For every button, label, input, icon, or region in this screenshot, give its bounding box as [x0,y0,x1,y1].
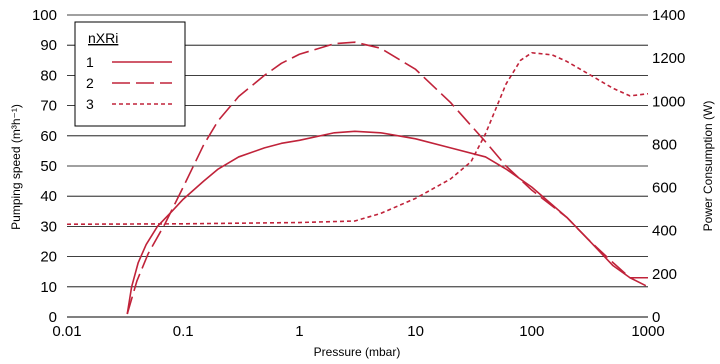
legend: nXRi 1 2 3 [74,21,186,127]
series-line-2 [126,41,649,315]
legend-entry-label: 1 [86,54,94,70]
series-line-3 [66,51,649,226]
y-right-tick-label: 1400 [652,7,685,24]
x-tick-label: 10 [407,323,424,340]
y-left-tick-label: 10 [40,279,57,296]
y-left-tick-label: 60 [40,128,57,145]
x-tick-label: 0.1 [173,323,194,340]
y-right-tick-label: 200 [652,266,677,283]
y-right-tick-label: 400 [652,223,677,240]
x-tick-label: 1000 [631,323,664,340]
x-tick-label: 0.01 [52,323,81,340]
y-left-tick-label: 0 [49,309,57,326]
y-left-tick-label: 40 [40,188,57,205]
x-axis-title: Pressure (mbar) [314,345,401,359]
y-axis-right-title: Power Consumption (W) [701,101,715,232]
y-left-tick-label: 30 [40,218,57,235]
legend-title: nXRi [88,30,118,46]
y-right-tick-label: 0 [652,309,660,326]
legend-entries: 1 2 3 [86,54,172,112]
y-right-tick-label: 600 [652,180,677,197]
y-left-tick-label: 80 [40,67,57,84]
y-left-tick-label: 90 [40,37,57,54]
legend-entry-label: 2 [86,75,94,91]
tick-labels: 0102030405060708090100020040060080010001… [32,7,685,340]
y-right-tick-label: 1200 [652,50,685,67]
y-left-tick-label: 20 [40,249,57,266]
legend-entry-label: 3 [86,96,94,112]
x-tick-label: 1 [295,323,303,340]
y-left-tick-label: 50 [40,158,57,175]
x-tick-label: 100 [519,323,544,340]
y-right-tick-label: 800 [652,136,677,153]
y-axis-left-title: Pumping speed (m³h⁻¹) [9,104,23,230]
y-left-tick-label: 100 [32,7,57,24]
y-right-tick-label: 1000 [652,93,685,110]
y-left-tick-label: 70 [40,98,57,115]
series-lines [66,41,649,315]
legend-box [74,21,186,127]
